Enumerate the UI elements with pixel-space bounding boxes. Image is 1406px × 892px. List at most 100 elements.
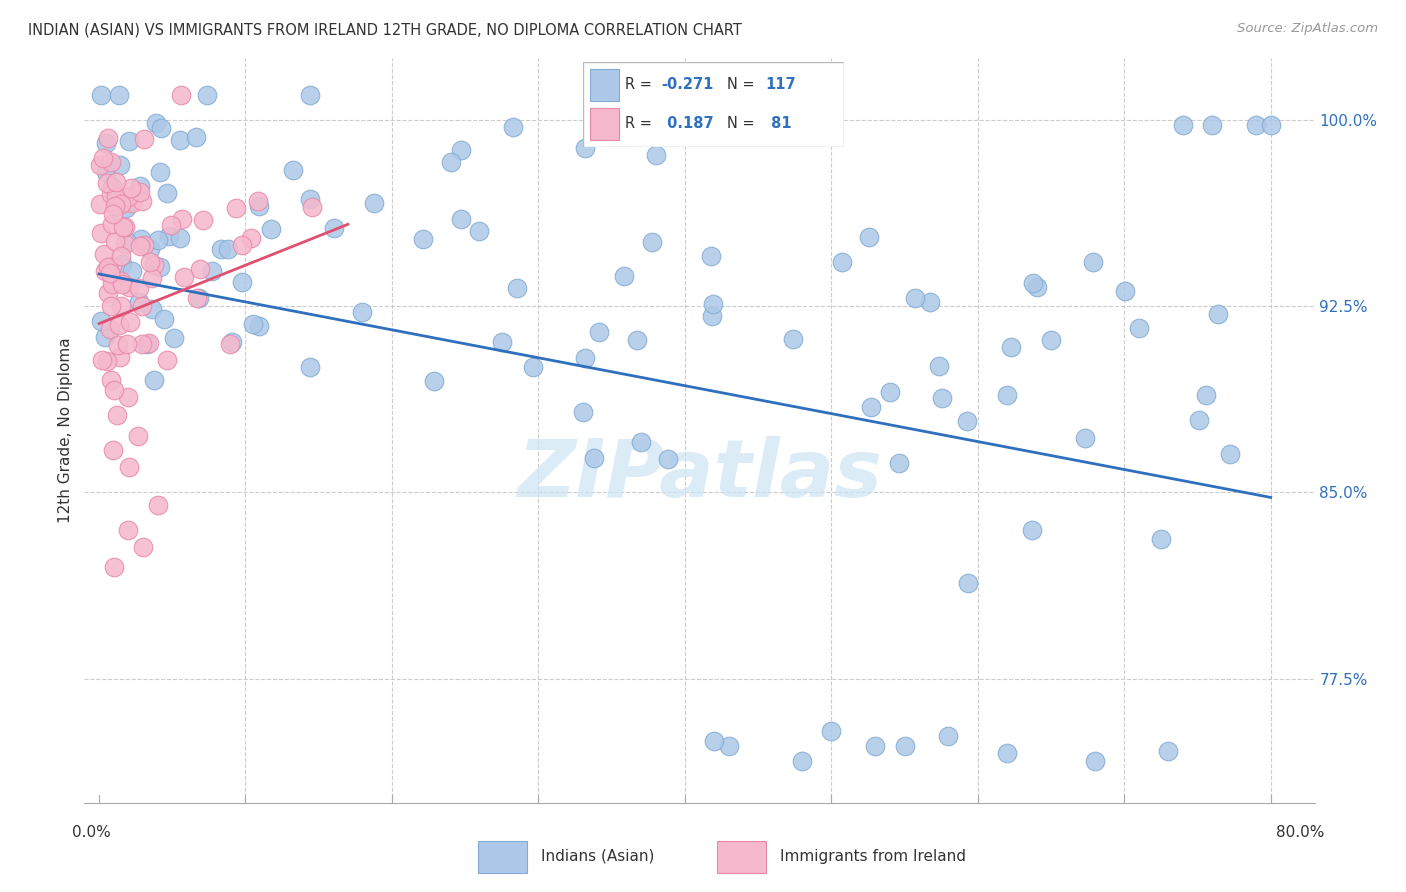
Point bbox=[995, 388, 1018, 402]
Point bbox=[145, 116, 167, 130]
Point bbox=[94, 136, 117, 150]
Point bbox=[153, 311, 176, 326]
Point bbox=[157, 229, 180, 244]
Point bbox=[100, 298, 122, 312]
Bar bbox=[478, 841, 527, 873]
Point bbox=[1201, 118, 1223, 132]
Point bbox=[118, 280, 141, 294]
Point bbox=[110, 197, 132, 211]
Point bbox=[1244, 118, 1267, 132]
Point bbox=[110, 350, 132, 364]
Point bbox=[105, 175, 128, 189]
Point bbox=[858, 230, 880, 244]
Point bbox=[247, 199, 270, 213]
Point bbox=[920, 295, 942, 310]
Point bbox=[117, 235, 139, 250]
Point bbox=[904, 291, 927, 305]
Point bbox=[100, 259, 122, 273]
Point bbox=[582, 450, 605, 465]
Point bbox=[217, 242, 239, 256]
Point bbox=[221, 334, 243, 349]
Point bbox=[502, 120, 524, 134]
Text: 81: 81 bbox=[765, 116, 792, 131]
Point bbox=[101, 443, 124, 458]
Point bbox=[574, 351, 596, 366]
Point bbox=[201, 264, 224, 278]
Text: 0.0%: 0.0% bbox=[72, 825, 111, 840]
Point bbox=[247, 194, 270, 208]
Point bbox=[1260, 118, 1282, 132]
Text: ZIPatlas: ZIPatlas bbox=[517, 436, 882, 514]
Point bbox=[150, 121, 173, 136]
Point bbox=[195, 88, 218, 103]
Point bbox=[893, 739, 915, 753]
Point bbox=[231, 238, 253, 252]
Point bbox=[831, 255, 853, 269]
Point bbox=[135, 336, 157, 351]
Point bbox=[100, 373, 122, 387]
Point bbox=[121, 263, 143, 277]
Point bbox=[170, 88, 193, 103]
Point bbox=[93, 246, 115, 260]
Point bbox=[247, 318, 270, 333]
Point bbox=[703, 733, 725, 747]
Point bbox=[299, 359, 322, 374]
Point bbox=[931, 391, 953, 405]
Point bbox=[700, 309, 723, 323]
Point bbox=[231, 276, 253, 290]
Point bbox=[363, 196, 385, 211]
Point bbox=[111, 257, 134, 271]
Point bbox=[96, 176, 118, 190]
Point bbox=[107, 318, 129, 333]
Point bbox=[865, 739, 887, 753]
Point bbox=[138, 242, 160, 256]
Point bbox=[323, 221, 346, 235]
Point bbox=[129, 239, 152, 253]
Point bbox=[91, 152, 114, 166]
Text: 80.0%: 80.0% bbox=[1277, 825, 1324, 840]
Text: 117: 117 bbox=[765, 78, 796, 93]
Point bbox=[117, 337, 139, 351]
Point bbox=[128, 281, 150, 295]
Point bbox=[1021, 277, 1043, 291]
Point bbox=[630, 434, 652, 449]
Point bbox=[957, 575, 980, 590]
Text: N =: N = bbox=[727, 116, 759, 131]
Point bbox=[129, 179, 152, 194]
Point bbox=[859, 401, 882, 415]
Point bbox=[91, 353, 114, 368]
Point bbox=[440, 155, 463, 169]
Text: Source: ZipAtlas.com: Source: ZipAtlas.com bbox=[1237, 22, 1378, 36]
Point bbox=[301, 200, 323, 214]
Point bbox=[104, 199, 127, 213]
Point bbox=[645, 147, 668, 161]
Point bbox=[105, 408, 128, 422]
Point bbox=[657, 452, 679, 467]
Point bbox=[790, 754, 813, 768]
Point bbox=[717, 739, 740, 753]
Point bbox=[118, 460, 141, 475]
Bar bbox=[591, 69, 619, 101]
Point bbox=[105, 188, 128, 202]
Point bbox=[574, 140, 596, 154]
Point bbox=[100, 186, 122, 201]
Point bbox=[156, 186, 179, 200]
Bar bbox=[717, 841, 766, 873]
Point bbox=[97, 131, 120, 145]
Point bbox=[1000, 340, 1022, 354]
Point bbox=[127, 186, 149, 200]
Point bbox=[141, 270, 163, 285]
Point bbox=[187, 291, 209, 305]
Point bbox=[491, 334, 513, 349]
Point bbox=[163, 331, 186, 345]
Point bbox=[260, 222, 283, 236]
Text: R =: R = bbox=[626, 116, 657, 131]
Point bbox=[156, 353, 179, 368]
Point bbox=[110, 274, 132, 288]
Point bbox=[588, 325, 610, 339]
Point bbox=[1188, 413, 1211, 427]
Point bbox=[186, 129, 208, 144]
Point bbox=[468, 224, 491, 238]
Point bbox=[298, 88, 321, 103]
Point bbox=[114, 219, 136, 234]
